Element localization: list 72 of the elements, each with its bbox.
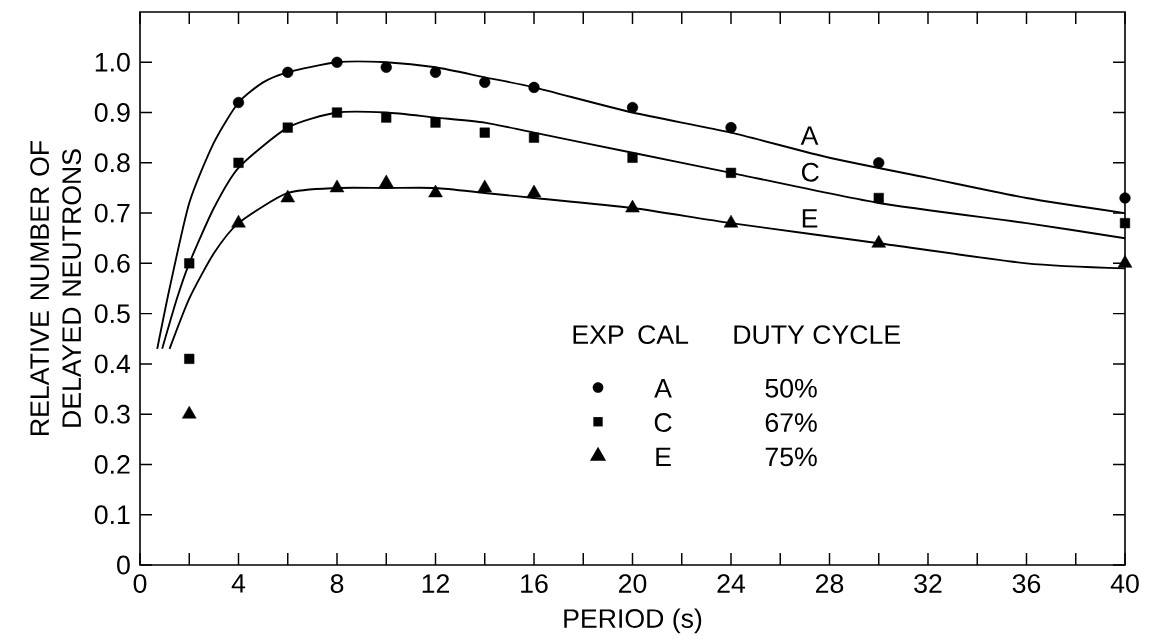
x-tick-label: 0: [133, 574, 147, 594]
x-axis-title: PERIOD (s): [564, 608, 702, 634]
point: [381, 112, 392, 123]
y-tick-label: 0.2: [94, 455, 130, 474]
point: [232, 96, 245, 109]
legend-label: E: [656, 447, 671, 466]
point: [725, 122, 737, 134]
y-tick-label: 1.0: [95, 52, 130, 72]
point: [1117, 255, 1133, 268]
x-tick-label: 36: [1012, 574, 1041, 594]
y-tick-label: 0.3: [94, 404, 130, 424]
x-tick-label: 16: [521, 574, 548, 594]
point: [331, 107, 343, 118]
point: [280, 189, 295, 203]
point: [626, 101, 639, 114]
point: [873, 157, 885, 169]
point: [182, 405, 197, 419]
point: [331, 56, 343, 68]
annotation: CAL: [638, 325, 689, 345]
point: [625, 199, 640, 213]
x-tick-label: 4: [231, 574, 246, 593]
text: E: [802, 209, 818, 228]
annotation: 67%: [765, 413, 817, 432]
legend-label: A: [654, 379, 672, 398]
point: [233, 157, 244, 168]
point: [184, 353, 195, 364]
point: [725, 167, 737, 178]
y-tick-label: 0.1: [94, 505, 130, 525]
y-tick-label: 0.4: [94, 354, 131, 374]
point: [477, 179, 492, 193]
point: [184, 258, 195, 269]
point: [1119, 192, 1131, 204]
y-axis-title: RELATIVE NUMBER OF DELAYED NEUTRONS: [30, 140, 82, 435]
x-tick-label: 24: [717, 574, 746, 593]
point: [873, 192, 884, 204]
x-tick-label: 20: [619, 574, 647, 594]
y-tick-label: 0.7: [94, 203, 130, 223]
point: [379, 174, 394, 188]
x-tick-label: 12: [422, 574, 449, 593]
point: [871, 234, 886, 248]
point: [479, 127, 490, 138]
point: [528, 132, 540, 143]
point: [526, 184, 542, 198]
point: [429, 66, 442, 78]
legend-label: C: [654, 413, 672, 432]
point: [329, 179, 345, 193]
y-tick-label: 0.9: [94, 103, 130, 122]
annotation: 75%: [765, 447, 817, 467]
point: [627, 152, 638, 163]
text: C: [801, 162, 819, 182]
y-tick-label: 0.6: [94, 253, 130, 273]
annotation: EXP: [573, 325, 624, 344]
point: [282, 122, 293, 133]
x-tick-label: 8: [330, 574, 344, 594]
x-tick-label: 28: [816, 574, 844, 594]
x-tick-label: 32: [914, 574, 942, 594]
y-tick-label: 0.5: [94, 304, 130, 324]
x-tick-label: 40: [1110, 574, 1139, 594]
point: [282, 66, 294, 78]
y-tick-label: 0: [117, 555, 130, 575]
point: [430, 117, 441, 128]
point: [1119, 218, 1131, 229]
point: [528, 81, 540, 93]
annotation: DUTY CYCLE: [734, 325, 900, 345]
point: [723, 214, 739, 228]
annotation: 50%: [765, 378, 817, 398]
text: A: [800, 126, 819, 145]
point: [479, 76, 491, 88]
point: [380, 61, 392, 73]
y-tick-label: 0.8: [94, 153, 130, 173]
point: [231, 214, 246, 228]
point: [428, 184, 443, 198]
